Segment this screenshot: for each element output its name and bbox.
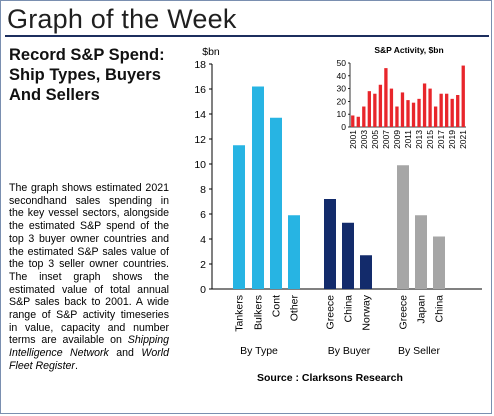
inset-bar-2019 (450, 98, 454, 127)
inset-bar-2011 (406, 100, 410, 127)
description-and: and (116, 347, 134, 360)
inset-x-tick-label: 2011 (403, 130, 413, 149)
inset-x-tick-label: 2013 (414, 130, 424, 149)
inset-bar-2009 (395, 106, 399, 127)
inset-x-tick-label: 2009 (392, 130, 402, 149)
inset-bar-2021 (461, 65, 465, 127)
inset-bar-2013 (417, 98, 421, 127)
inset-x-tick-label: 2001 (348, 130, 358, 149)
headline-line-2: Ship Types, Buyers (9, 66, 161, 84)
category-label: Greece (398, 295, 410, 330)
y-axis-label: $bn (202, 46, 220, 58)
group-label: By Type (240, 345, 278, 357)
inset-bar-2014 (422, 83, 427, 127)
bar-norway (360, 255, 372, 289)
category-label: Japan (416, 295, 428, 324)
category-label: Norway (361, 294, 373, 330)
category-label: Tankers (234, 295, 246, 332)
description-end: . (74, 359, 78, 372)
page-title: Graph of the Week (7, 4, 237, 34)
inset-x-tick-label: 2015 (425, 130, 435, 149)
shipping-intelligence-network-link[interactable]: Shipping Intelligence Network (9, 334, 169, 360)
inset-bar-2004 (367, 91, 371, 127)
bar-greece (324, 199, 336, 289)
bar-other (288, 215, 300, 289)
main-chart-bars (233, 86, 445, 289)
y-tick-label: 10 (194, 159, 206, 171)
inset-x-tick-label: 2005 (370, 130, 380, 149)
y-tick-label: 0 (200, 284, 206, 296)
y-tick-label: 6 (200, 209, 206, 221)
inset-bar-2003 (362, 106, 366, 127)
group-label: By Buyer (328, 345, 371, 357)
inset-bar-2001 (351, 115, 355, 127)
inset-bar-2016 (433, 106, 438, 127)
inset-y-tick-label: 50 (337, 58, 347, 68)
inset-x-tick-label: 2019 (447, 130, 457, 149)
group-label: By Seller (398, 345, 441, 357)
inset-y-tick-label: 10 (337, 109, 347, 119)
description-text: The graph shows estimated 2021 secondhan… (9, 182, 169, 347)
inset-bar-2010 (400, 92, 405, 127)
inset-bar-2008 (389, 88, 394, 127)
headline-line-3: And Sellers (9, 86, 100, 104)
headline: Record S&P Spend: Ship Types, Buyers And… (9, 45, 184, 105)
y-tick-label: 8 (200, 184, 206, 196)
y-tick-label: 18 (194, 59, 206, 71)
inset-bar-2007 (384, 68, 388, 127)
inset-bar-2018 (445, 93, 449, 127)
bar-china (342, 222, 354, 289)
inset-y-tick-label: 0 (341, 122, 346, 132)
inset-bar-2020 (456, 95, 460, 127)
description: The graph shows estimated 2021 secondhan… (9, 182, 169, 373)
inset-title: S&P Activity, $bn (374, 45, 443, 55)
category-label: China (343, 295, 355, 323)
bar-tankers (233, 145, 245, 289)
inset-bar-2002 (356, 116, 360, 127)
inset-chart: S&P Activity, $bn 0 10 20 30 40 50 2001 2003 2005… (337, 43, 469, 160)
world-fleet-register-link[interactable]: World Fleet Register (9, 347, 170, 372)
y-tick-label: 12 (194, 134, 206, 146)
description-paragraph: The graph shows estimated 2021 secondhan… (9, 182, 169, 373)
category-label: China (434, 295, 446, 323)
inset-x-tick-label: 2003 (359, 130, 369, 149)
bar-bulkers (252, 86, 264, 289)
bar-china (433, 236, 445, 289)
inset-x-tick-label: 2007 (381, 130, 391, 149)
inset-bar-2005 (373, 93, 377, 127)
category-label: Cont (271, 295, 283, 317)
inset-bar-2015 (428, 88, 432, 127)
category-label: Bulkers (253, 295, 265, 330)
headline-line-1: Record S&P Spend: (9, 46, 165, 64)
bar-cont (270, 117, 282, 289)
y-tick-label: 4 (200, 234, 206, 246)
inset-y-tick-label: 20 (337, 96, 347, 106)
category-label: Greece (325, 295, 337, 330)
y-tick-label: 16 (194, 84, 206, 96)
title-rule (5, 35, 489, 37)
main-chart-axes: 0 2 4 6 8 10 12 14 16 18$bn Tankers Bulkers Cont Othe… (194, 46, 482, 357)
bar-japan (415, 215, 427, 289)
inset-x-tick-label: 2017 (436, 130, 446, 149)
source-note: Source : Clarksons Research (257, 372, 403, 384)
y-tick-label: 14 (194, 109, 206, 121)
inset-x-tick-label: 2021 (458, 130, 468, 149)
inset-bar-2017 (439, 93, 443, 127)
category-label: Other (289, 295, 301, 322)
inset-y-tick-label: 40 (337, 71, 347, 81)
bar-greece (397, 165, 409, 289)
y-tick-label: 2 (200, 259, 206, 271)
inset-bar-2006 (378, 84, 383, 127)
inset-y-tick-label: 30 (337, 84, 347, 94)
inset-bar-2012 (411, 102, 416, 127)
